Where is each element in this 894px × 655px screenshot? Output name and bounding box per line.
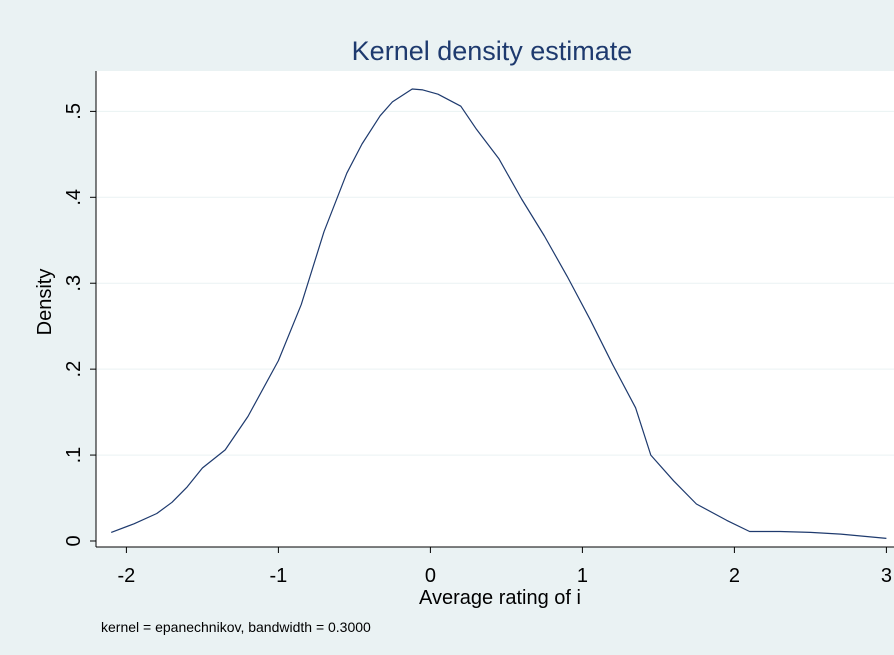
x-tick-label: 2: [729, 565, 740, 587]
y-axis-title: Density: [34, 269, 56, 336]
x-tick-label: 0: [425, 565, 436, 587]
x-tick-label: -2: [118, 565, 136, 587]
plot-area: [96, 71, 894, 547]
y-tick-label: .3: [63, 275, 85, 292]
y-tick-label: .2: [63, 361, 85, 378]
y-tick-label: .4: [63, 189, 85, 206]
x-axis-title: Average rating of i: [419, 587, 581, 609]
axes-layer: [95, 71, 894, 548]
y-tick-label: .5: [63, 103, 85, 120]
chart-title: Kernel density estimate: [352, 36, 633, 66]
grid-layer: [96, 110, 894, 456]
x-tick-label: 3: [881, 565, 892, 587]
y-tick-label: .1: [63, 447, 85, 464]
kernel-note: kernel = epanechnikov, bandwidth = 0.300…: [101, 619, 371, 635]
data-layer: [110, 88, 887, 539]
ticks-layer: 0 .1 .2 .3 .4 .5 -2 -1 0 1 2 3: [63, 103, 892, 587]
x-tick-label: 1: [577, 565, 588, 587]
density-curve: [110, 88, 887, 539]
x-tick-label: -1: [270, 565, 288, 587]
y-tick-label: 0: [63, 535, 85, 546]
